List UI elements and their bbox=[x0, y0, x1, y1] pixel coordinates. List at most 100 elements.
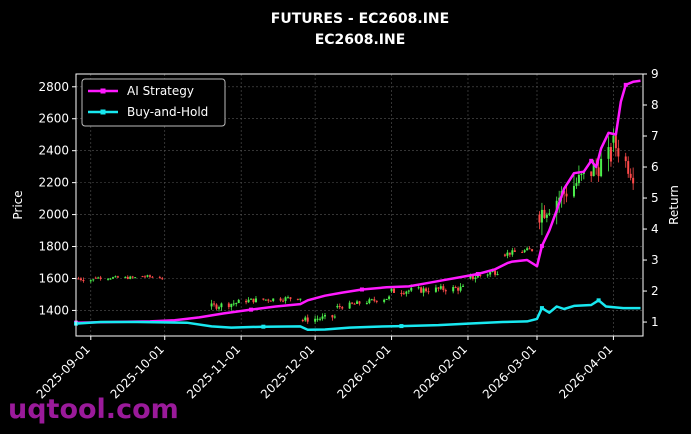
candle-body bbox=[151, 276, 154, 278]
candle-body bbox=[220, 303, 223, 308]
candle-body bbox=[491, 270, 494, 272]
candle-body bbox=[299, 298, 302, 300]
candle-body bbox=[402, 293, 405, 295]
candle-body bbox=[336, 306, 339, 308]
candle-body bbox=[580, 174, 583, 176]
candle-body bbox=[427, 291, 430, 293]
candle-body bbox=[353, 303, 356, 305]
candle-body bbox=[629, 173, 632, 178]
candle-body bbox=[469, 275, 472, 279]
candle-body bbox=[425, 288, 428, 292]
candle-body bbox=[417, 287, 420, 289]
candle-body bbox=[388, 296, 391, 299]
candle-body bbox=[632, 177, 635, 184]
candle-body bbox=[373, 299, 376, 301]
candle-body bbox=[590, 171, 593, 177]
candle-body bbox=[617, 148, 620, 157]
ai-strategy-marker bbox=[539, 244, 544, 249]
candle-body bbox=[82, 279, 85, 282]
ai-strategy-marker bbox=[589, 158, 594, 163]
candle-body bbox=[526, 248, 529, 251]
candle-body bbox=[624, 156, 627, 162]
candle-body bbox=[306, 317, 309, 322]
y-axis-right-title: Return bbox=[667, 185, 681, 225]
candle-body bbox=[528, 248, 531, 250]
ai-strategy-marker bbox=[623, 82, 628, 87]
candle-body bbox=[89, 280, 92, 282]
candle-body bbox=[304, 317, 307, 321]
plot-frame bbox=[75, 73, 644, 337]
candle-body bbox=[383, 299, 386, 302]
candle-body bbox=[407, 290, 410, 292]
candle-body bbox=[444, 290, 447, 292]
buy-and-hold-marker bbox=[539, 306, 544, 311]
candle-body bbox=[284, 297, 287, 301]
candle-body bbox=[523, 250, 526, 253]
y-left-tick-label: 2600 bbox=[38, 112, 69, 126]
candle-body bbox=[405, 291, 408, 294]
candle-body bbox=[496, 274, 499, 276]
y-right-tick-label: 6 bbox=[651, 160, 659, 174]
candle-body bbox=[282, 300, 285, 302]
candle-body bbox=[148, 275, 151, 277]
y-left-tick-label: 2800 bbox=[38, 80, 69, 94]
candle-body bbox=[511, 250, 514, 255]
y-left-tick-label: 1600 bbox=[38, 271, 69, 285]
candle-body bbox=[227, 303, 230, 308]
candle-body bbox=[124, 276, 127, 278]
candle-body bbox=[267, 299, 270, 301]
candle-body bbox=[319, 318, 322, 320]
candle-body bbox=[264, 299, 267, 301]
candle-body bbox=[609, 147, 612, 162]
legend-bh-label: Buy-and-Hold bbox=[127, 105, 208, 119]
candle-body bbox=[210, 303, 213, 307]
candle-body bbox=[577, 174, 580, 184]
candle-body bbox=[479, 275, 482, 277]
candle-body bbox=[506, 252, 509, 256]
candle-body bbox=[410, 287, 413, 291]
candle-body bbox=[385, 298, 388, 300]
buy-and-hold-marker bbox=[261, 324, 266, 329]
candle-body bbox=[543, 209, 546, 218]
candle-body bbox=[454, 287, 457, 289]
candle-body bbox=[79, 278, 82, 280]
candle-body bbox=[474, 277, 477, 279]
candle-body bbox=[538, 214, 541, 223]
candle-body bbox=[607, 147, 610, 159]
candle-body bbox=[272, 298, 275, 301]
chart-subtitle: EC2608.INE bbox=[315, 32, 406, 48]
candle-body bbox=[232, 303, 235, 305]
candle-body bbox=[289, 297, 292, 299]
candle-body bbox=[323, 315, 326, 317]
y-right-tick-label: 8 bbox=[651, 98, 659, 112]
candle-body bbox=[331, 315, 334, 318]
candle-body bbox=[146, 275, 149, 277]
y-right-tick-label: 5 bbox=[651, 191, 659, 205]
candle-body bbox=[250, 298, 253, 300]
candle-body bbox=[462, 285, 465, 287]
candle-body bbox=[158, 277, 161, 279]
candle-body bbox=[279, 298, 282, 301]
ai-strategy-marker bbox=[359, 287, 364, 292]
candle-body bbox=[144, 276, 147, 278]
candle-body bbox=[457, 287, 460, 291]
candle-body bbox=[351, 302, 354, 304]
candle-body bbox=[390, 288, 393, 292]
candle-body bbox=[97, 277, 100, 279]
candle-body bbox=[513, 250, 516, 252]
candle-body bbox=[114, 276, 117, 278]
candle-body bbox=[420, 287, 423, 293]
candle-body bbox=[321, 316, 324, 319]
candle-body bbox=[245, 300, 248, 303]
candle-body bbox=[365, 303, 368, 305]
candle-body bbox=[627, 161, 630, 174]
candle-body bbox=[287, 297, 290, 299]
candle-body bbox=[592, 164, 595, 177]
candle-body bbox=[341, 307, 344, 309]
candle-body bbox=[129, 276, 132, 279]
candle-body bbox=[508, 252, 511, 255]
y-left-tick-label: 1800 bbox=[38, 240, 69, 254]
buy-and-hold-line bbox=[75, 299, 641, 332]
candle-body bbox=[269, 300, 272, 302]
